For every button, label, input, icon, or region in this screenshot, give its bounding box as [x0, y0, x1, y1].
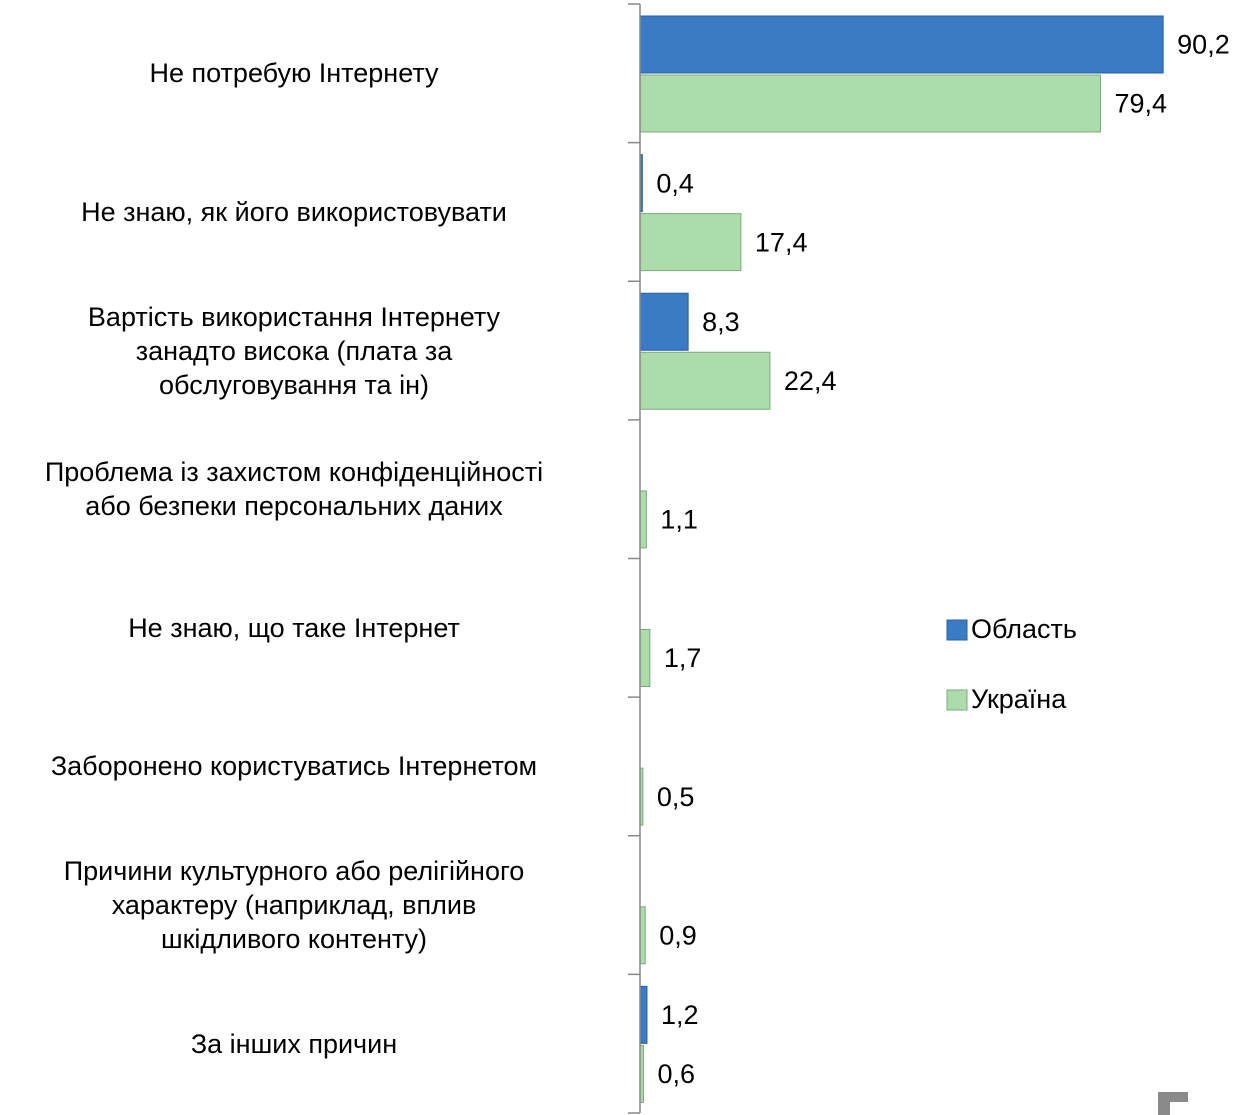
value-label: 8,3	[702, 307, 740, 337]
value-label: 22,4	[784, 366, 837, 396]
category-label: За інших причин	[190, 1028, 398, 1059]
bar	[639, 74, 1102, 133]
legend-swatch	[946, 619, 968, 641]
bar	[639, 629, 651, 687]
bar	[639, 351, 771, 410]
category-label: Не знаю, як його використовувати	[81, 196, 507, 227]
category-label: Не потребую Інтернету	[149, 58, 439, 89]
bar	[639, 906, 646, 965]
value-label: 17,4	[755, 227, 808, 257]
bar	[639, 213, 742, 272]
value-label: 90,2	[1177, 30, 1230, 60]
category-label: Причини культурного або релігійного хара…	[63, 856, 525, 955]
legend-label: Область	[971, 614, 1077, 644]
value-label: 79,4	[1115, 89, 1168, 119]
value-label: 1,1	[660, 505, 698, 535]
bar	[639, 15, 1164, 74]
decoration	[1158, 1092, 1188, 1115]
bar	[639, 985, 648, 1044]
category-label: Проблема із захистом конфіденційності аб…	[44, 457, 544, 522]
category-label: Не знаю, що таке Інтернет	[128, 612, 460, 643]
value-label: 1,7	[664, 643, 702, 673]
legend-swatch	[946, 689, 968, 711]
legend-label: Україна	[971, 684, 1067, 714]
value-label: 0,6	[657, 1059, 695, 1089]
value-label: 0,4	[656, 168, 694, 198]
category-label: Вартість використання Інтернету занадто …	[87, 301, 501, 400]
bar	[639, 292, 689, 351]
bar	[639, 490, 647, 549]
value-label: 0,5	[657, 782, 695, 812]
value-label: 0,9	[659, 920, 697, 950]
category-label: Заборонено користуватись Інтернетом	[50, 751, 538, 782]
value-label: 1,2	[661, 1000, 699, 1030]
